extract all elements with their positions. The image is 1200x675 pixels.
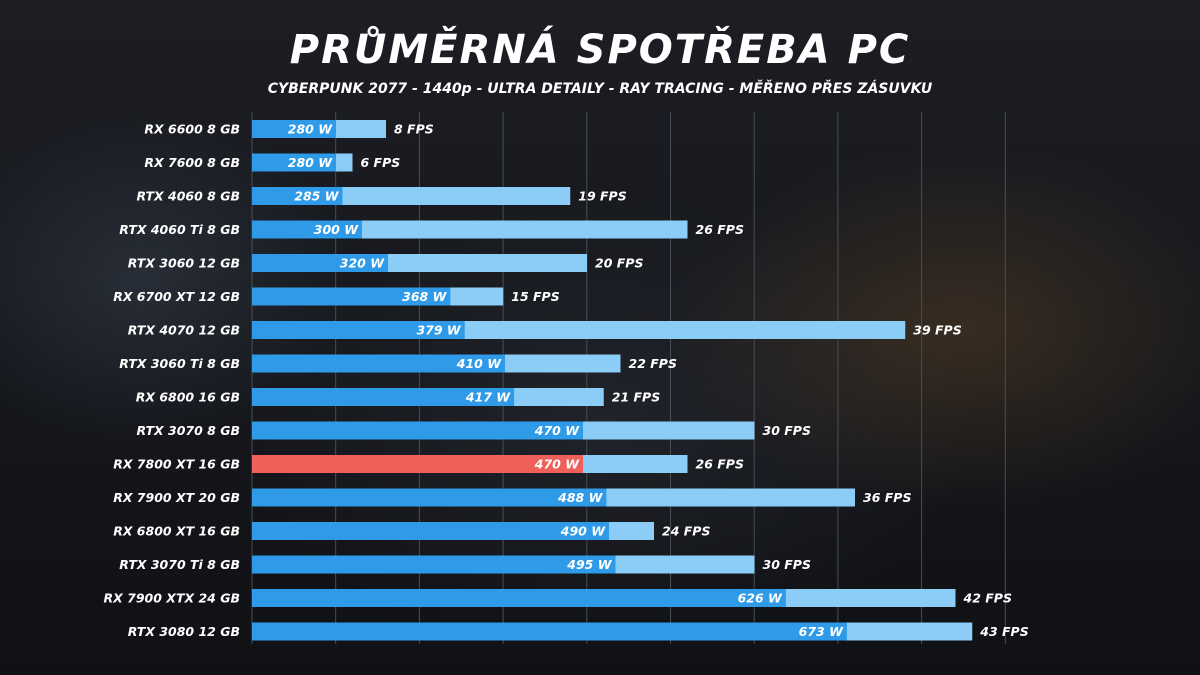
fps-label: 8 FPS [394,122,434,137]
fps-label: 22 FPS [629,356,677,371]
category-label: RX 6700 XT 12 GB [113,289,240,304]
category-label: RX 6800 XT 16 GB [113,524,240,539]
category-label: RTX 4060 Ti 8 GB [119,222,240,237]
power-bar [252,622,847,641]
fps-label: 43 FPS [979,624,1028,639]
category-label: RTX 3070 8 GB [136,423,240,438]
power-bar [252,555,616,574]
fps-label: 26 FPS [696,457,744,472]
chart-title: PRŮMĚRNÁ SPOTŘEBA PC [289,27,911,73]
category-label: RX 7600 8 GB [144,155,240,170]
power-bar [252,220,362,239]
power-label: 285 W [294,189,339,204]
category-label: RX 7900 XTX 24 GB [104,591,240,606]
fps-label: 24 FPS [662,524,710,539]
fps-label: 36 FPS [863,490,911,505]
category-label: RX 7900 XT 20 GB [113,490,240,505]
fps-label: 15 FPS [511,289,559,304]
category-label: RTX 3060 Ti 8 GB [119,356,240,371]
power-label: 488 W [557,490,603,505]
power-label: 673 W [799,624,844,639]
power-label: 417 W [465,390,511,405]
category-label: RX 7800 XT 16 GB [113,457,240,472]
category-label: RTX 3060 12 GB [128,256,240,271]
power-label: 490 W [560,524,606,539]
power-label: 368 W [402,289,447,304]
power-label: 470 W [534,423,580,438]
power-bar [252,187,343,205]
fps-label: 20 FPS [595,256,643,271]
fps-label: 30 FPS [763,423,811,438]
category-label: RTX 3070 Ti 8 GB [119,557,240,572]
power-label: 320 W [340,256,385,271]
power-bar [252,287,451,306]
fps-label: 21 FPS [612,390,660,405]
fps-label: 42 FPS [963,591,1012,606]
power-bar [252,321,465,339]
power-bar [252,354,505,373]
power-label: 280 W [288,122,333,137]
power-bar [252,153,336,172]
power-label: 626 W [738,591,783,606]
power-bar [252,421,583,440]
fps-label: 39 FPS [913,323,961,338]
power-label: 379 W [416,323,461,338]
power-bar [252,254,388,272]
power-bar [252,589,786,607]
category-label: RTX 4070 12 GB [128,323,240,338]
power-label: 280 W [288,155,333,170]
power-bar [252,522,609,540]
power-label: 495 W [566,557,612,572]
power-label: 470 W [534,457,580,472]
power-bar [252,120,336,138]
chart-subtitle: CYBERPUNK 2077 - 1440p - ULTRA DETAILY -… [267,81,933,97]
fps-label: 19 FPS [578,189,626,204]
category-label: RTX 3080 12 GB [128,624,240,639]
power-bar [252,388,515,406]
fps-label: 30 FPS [763,557,811,572]
category-label: RX 6800 16 GB [136,390,240,405]
fps-label: 26 FPS [696,222,744,237]
fps-label: 6 FPS [361,155,401,170]
power-bar [252,488,607,507]
category-label: RTX 4060 8 GB [136,189,240,204]
power-label: 300 W [314,222,359,237]
category-label: RX 6600 8 GB [144,122,240,137]
power-bar [252,455,583,473]
power-label: 410 W [456,356,502,371]
